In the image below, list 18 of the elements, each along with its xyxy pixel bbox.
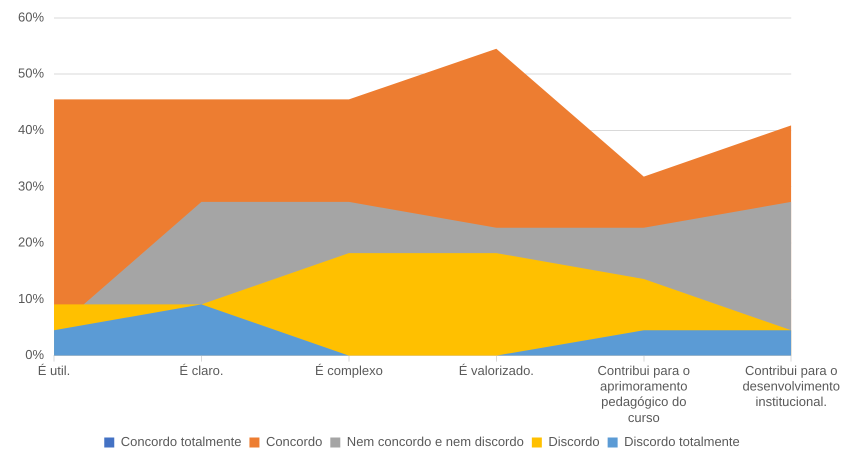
x-tick-label: Contribui para o aprimoramento pedagógico do curso — [598, 362, 690, 425]
x-tick-label: É claro. — [179, 362, 224, 378]
legend-label: Concordo — [266, 434, 322, 450]
x-tick-label: É util. — [38, 362, 70, 378]
y-tick-label: 0% — [25, 347, 44, 362]
y-tick-label: 40% — [18, 122, 44, 137]
x-tick-label: É complexo — [314, 362, 383, 378]
y-tick-label: 10% — [18, 290, 44, 306]
x-tick-label: É valorizado. — [458, 362, 534, 378]
legend-label: Nem concordo e nem discordo — [346, 434, 524, 450]
legend-label: Discordo — [548, 434, 600, 450]
y-tick-label: 60% — [18, 9, 44, 24]
y-tick-label: 30% — [18, 178, 44, 194]
y-tick-label: 50% — [18, 66, 44, 81]
y-tick-label: 20% — [18, 234, 44, 250]
x-tick-label: Contribui para o desenvolvimento institucional. — [742, 362, 840, 410]
legend-label: Discordo totalmente — [624, 434, 740, 450]
legend-label: Concordo totalmente — [120, 434, 242, 450]
